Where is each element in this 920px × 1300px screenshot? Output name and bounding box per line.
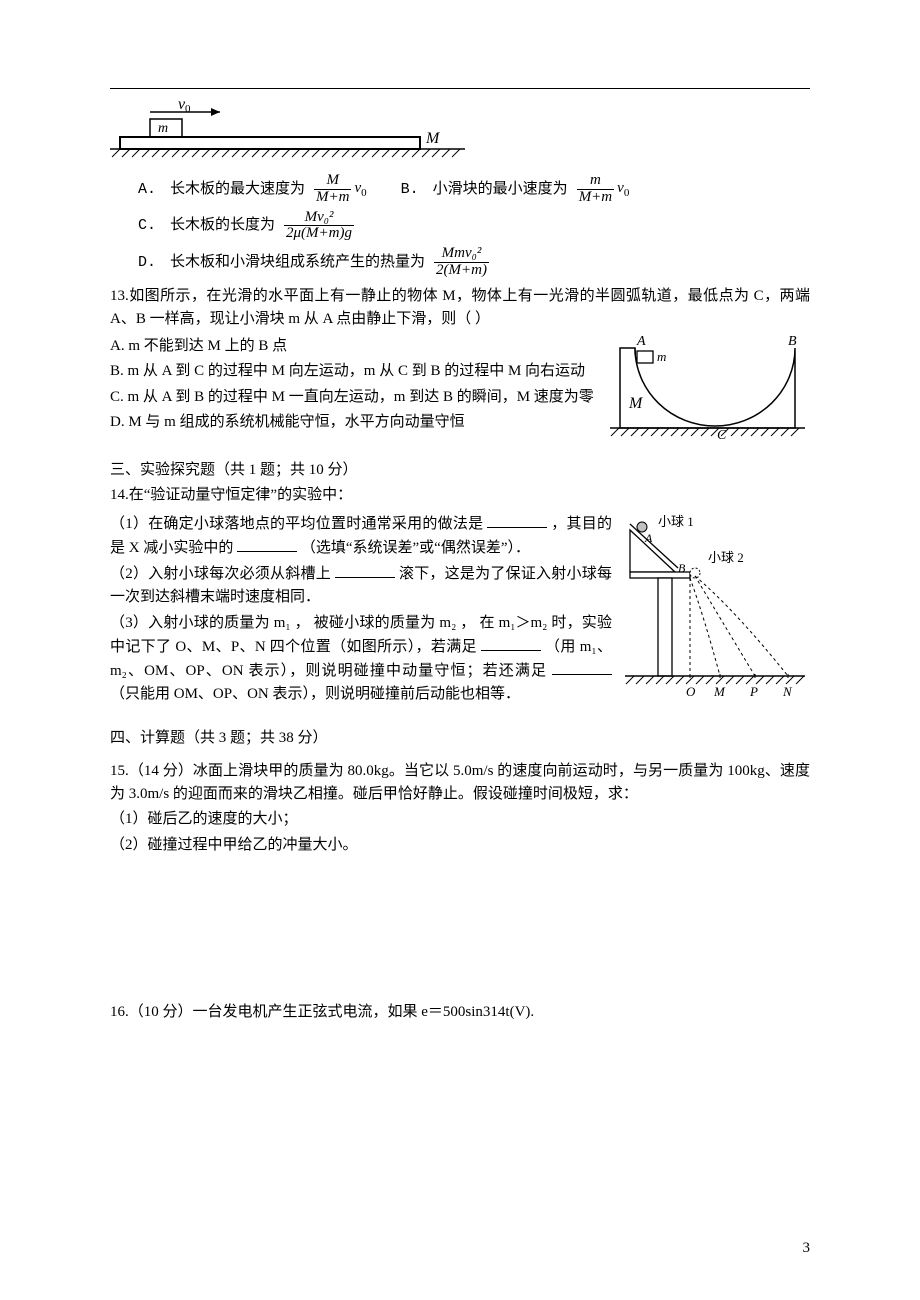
figure-q14: 小球 1 A 小球 2 B	[620, 510, 810, 705]
label-b: B	[678, 561, 686, 575]
q12-option-b: B. 小滑块的最小速度为 m M+m v0	[401, 173, 630, 206]
label-a: A	[636, 334, 646, 349]
tail: v0	[617, 177, 629, 202]
blank	[335, 562, 395, 578]
q14-p2: （2）入射小球每次必须从斜槽上 滚下，这是为了保证入射小球每一次到达斜槽末端时速…	[110, 562, 612, 610]
section-3-heading: 三、实验探究题（共 1 题；共 10 分）	[110, 459, 810, 482]
label-o: O	[686, 684, 696, 699]
label-a: A	[644, 531, 653, 545]
fraction: Mv₀² 2μ(M+m)g	[284, 210, 354, 243]
label-v0-sub: 0	[185, 103, 191, 115]
spacer	[110, 752, 810, 758]
q13-option-a: A. m 不能到达 M 上的 B 点	[110, 335, 597, 358]
label-m: m	[657, 349, 666, 364]
q13-option-d: D. M 与 m 组成的系统机械能守恒，水平方向动量守恒	[110, 411, 597, 434]
q12-option-d: D. 长木板和小滑块组成系统产生的热量为 Mmv₀² 2(M+m)	[138, 246, 492, 279]
label-big-m: M	[628, 395, 644, 412]
tail: v0	[354, 177, 366, 202]
top-rule	[110, 88, 810, 89]
label-p: P	[749, 684, 758, 699]
spacer	[110, 859, 810, 999]
label-big-m: M	[425, 130, 441, 147]
q15-p1: （1）碰后乙的速度的大小；	[110, 808, 810, 831]
fraction: Mmv₀² 2(M+m)	[434, 246, 489, 279]
label-n: N	[782, 684, 793, 699]
option-tag: C.	[138, 214, 156, 237]
section-4-heading: 四、计算题（共 3 题；共 38 分）	[110, 727, 810, 750]
q12-option-c: C. 长木板的长度为 Mv₀² 2μ(M+m)g	[138, 210, 357, 243]
option-text: 长木板和小滑块组成系统产生的热量为	[170, 251, 425, 274]
q13-body: A. m 不能到达 M 上的 B 点 B. m 从 A 到 C 的过程中 M 向…	[110, 333, 810, 453]
option-text: 小滑块的最小速度为	[433, 178, 568, 201]
option-tag: D.	[138, 251, 156, 274]
q12-option-a: A. 长木板的最大速度为 M M+m v0	[138, 173, 367, 206]
fraction: m M+m	[577, 173, 614, 206]
option-text: 长木板的最大速度为	[170, 178, 305, 201]
spacer	[110, 709, 810, 721]
blank	[481, 635, 541, 651]
option-text: 长木板的长度为	[170, 214, 275, 237]
q14-p3: （3）入射小球的质量为 m₁ ， 被碰小球的质量为 m₂ ， 在 m₁＞m₂ 时…	[110, 612, 612, 707]
q14-body: （1）在确定小球落地点的平均位置时通常采用的做法是 ，其目的是 X 减小实验中的…	[110, 510, 810, 709]
figure-q13: A B C M m	[605, 333, 810, 453]
option-tag: A.	[138, 178, 156, 201]
q15-stem: 15.（14 分）冰面上滑块甲的质量为 80.0kg。当它以 5.0m/s 的速…	[110, 760, 810, 807]
blank	[487, 512, 547, 528]
label-m: m	[158, 121, 168, 136]
label-m: M	[713, 684, 726, 699]
option-tag: B.	[401, 178, 419, 201]
blank	[237, 536, 297, 552]
q16-stem: 16.（10 分）一台发电机产生正弦式电流，如果 e＝500sin314t(V)…	[110, 1001, 810, 1024]
q14-stem: 14.在“验证动量守恒定律”的实验中：	[110, 484, 810, 507]
q12-options: A. 长木板的最大速度为 M M+m v0 B. 小滑块的最小速度为 m M+m…	[110, 173, 810, 283]
figure-q12: v 0 m M	[110, 99, 810, 169]
blank	[552, 659, 612, 675]
figure-q12-svg: v 0 m M	[110, 99, 470, 169]
q15-p2: （2）碰撞过程中甲给乙的冲量大小。	[110, 834, 810, 857]
q13-stem: 13.如图所示，在光滑的水平面上有一静止的物体 M，物体上有一光滑的半圆弧轨道，…	[110, 285, 810, 332]
fraction: M M+m	[314, 173, 351, 206]
label-b: B	[788, 334, 797, 349]
figure-q14-svg: 小球 1 A 小球 2 B	[620, 510, 810, 705]
q14-p1: （1）在确定小球落地点的平均位置时通常采用的做法是 ，其目的是 X 减小实验中的…	[110, 512, 612, 561]
label-ball2: 小球 2	[708, 550, 744, 565]
page-number: 3	[803, 1237, 811, 1260]
q13-option-c: C. m 从 A 到 B 的过程中 M 一直向左运动，m 到达 B 的瞬间，M …	[110, 386, 597, 409]
page: v 0 m M	[0, 0, 920, 1300]
figure-q13-svg: A B C M m	[605, 333, 810, 453]
label-ball1: 小球 1	[658, 514, 694, 529]
q13-option-b: B. m 从 A 到 C 的过程中 M 向左运动，m 从 C 到 B 的过程中 …	[110, 360, 597, 383]
